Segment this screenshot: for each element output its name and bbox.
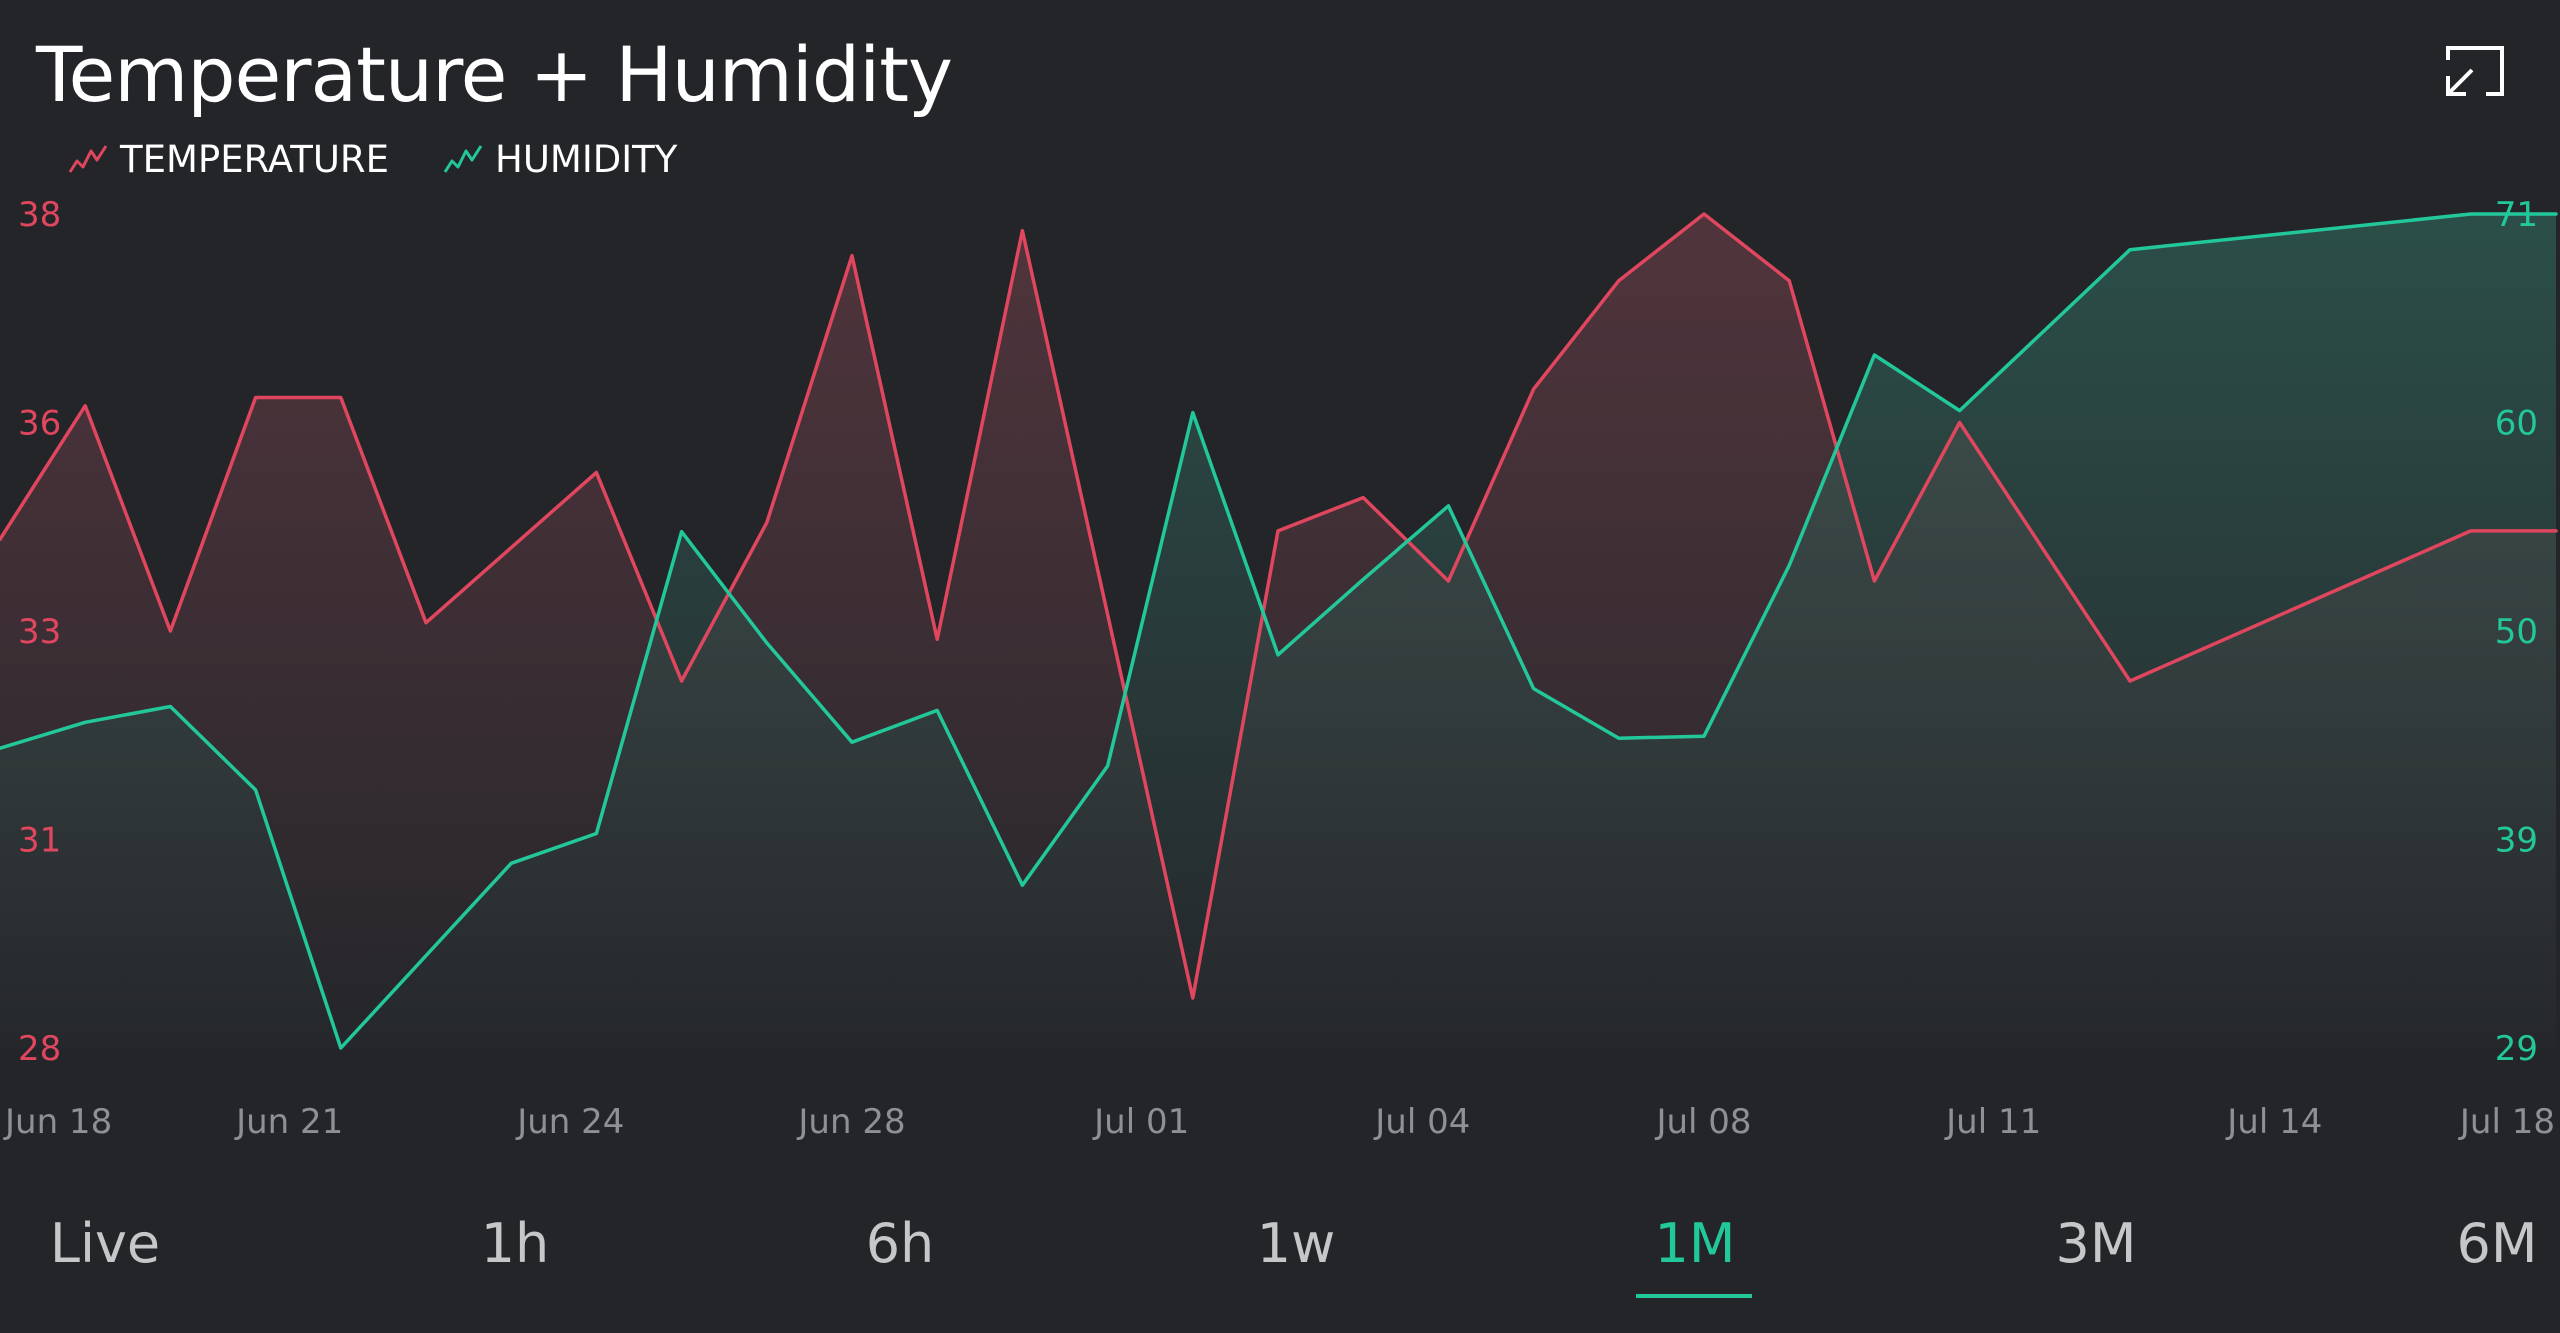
line-chart-icon — [443, 142, 483, 176]
right-axis-tick-label: 60 — [2495, 404, 2538, 444]
left-axis-tick-label: 31 — [18, 821, 61, 861]
active-tab-indicator — [1636, 1294, 1752, 1298]
x-axis-tick-label: Jul 04 — [1373, 1102, 1470, 1142]
legend-item-humidity[interactable]: HUMIDITY — [443, 138, 677, 181]
x-axis-tick-label: Jul 14 — [2225, 1102, 2322, 1142]
left-axis-tick-label: 33 — [18, 612, 61, 652]
right-axis-tick-label: 71 — [2495, 195, 2538, 235]
right-axis-tick-label: 39 — [2495, 821, 2538, 861]
x-axis-tick-label: Jul 08 — [1654, 1102, 1751, 1142]
left-axis-tick-label: 38 — [18, 195, 61, 235]
legend-item-temperature[interactable]: TEMPERATURE — [68, 138, 389, 181]
right-axis-tick-label: 50 — [2495, 612, 2538, 652]
tab-6h[interactable]: 6h — [866, 1212, 935, 1275]
widget-title: Temperature + Humidity — [36, 30, 952, 119]
right-axis-tick-label: 29 — [2495, 1029, 2538, 1069]
tab-1m[interactable]: 1M — [1655, 1212, 1736, 1275]
tab-1h[interactable]: 1h — [481, 1212, 550, 1275]
x-axis-tick-label: Jul 01 — [1092, 1102, 1189, 1142]
legend-label-humidity: HUMIDITY — [495, 138, 677, 181]
tab-live[interactable]: Live — [50, 1212, 160, 1275]
x-axis-tick-label: Jun 21 — [234, 1102, 343, 1142]
left-axis-tick-label: 36 — [18, 404, 61, 444]
tab-1w[interactable]: 1w — [1257, 1212, 1336, 1275]
tab-3m[interactable]: 3M — [2056, 1212, 2137, 1275]
x-axis-tick-label: Jul 18 — [2458, 1102, 2555, 1142]
x-axis-tick-label: Jun 28 — [796, 1102, 905, 1142]
chart-legend: TEMPERATURE HUMIDITY — [68, 135, 677, 183]
expand-button[interactable] — [2440, 44, 2510, 98]
collapse-icon — [2440, 44, 2510, 98]
line-chart-icon — [68, 142, 108, 176]
tab-6m[interactable]: 6M — [2457, 1212, 2538, 1275]
x-axis-tick-label: Jul 11 — [1944, 1102, 2041, 1142]
x-axis-tick-label: Jun 18 — [3, 1102, 112, 1142]
left-axis-tick-label: 28 — [18, 1029, 61, 1069]
legend-label-temperature: TEMPERATURE — [120, 138, 389, 181]
time-range-tabs: Live 1h 6h 1w 1M 3M 6M — [0, 1200, 2560, 1310]
x-axis-tick-label: Jun 24 — [515, 1102, 624, 1142]
